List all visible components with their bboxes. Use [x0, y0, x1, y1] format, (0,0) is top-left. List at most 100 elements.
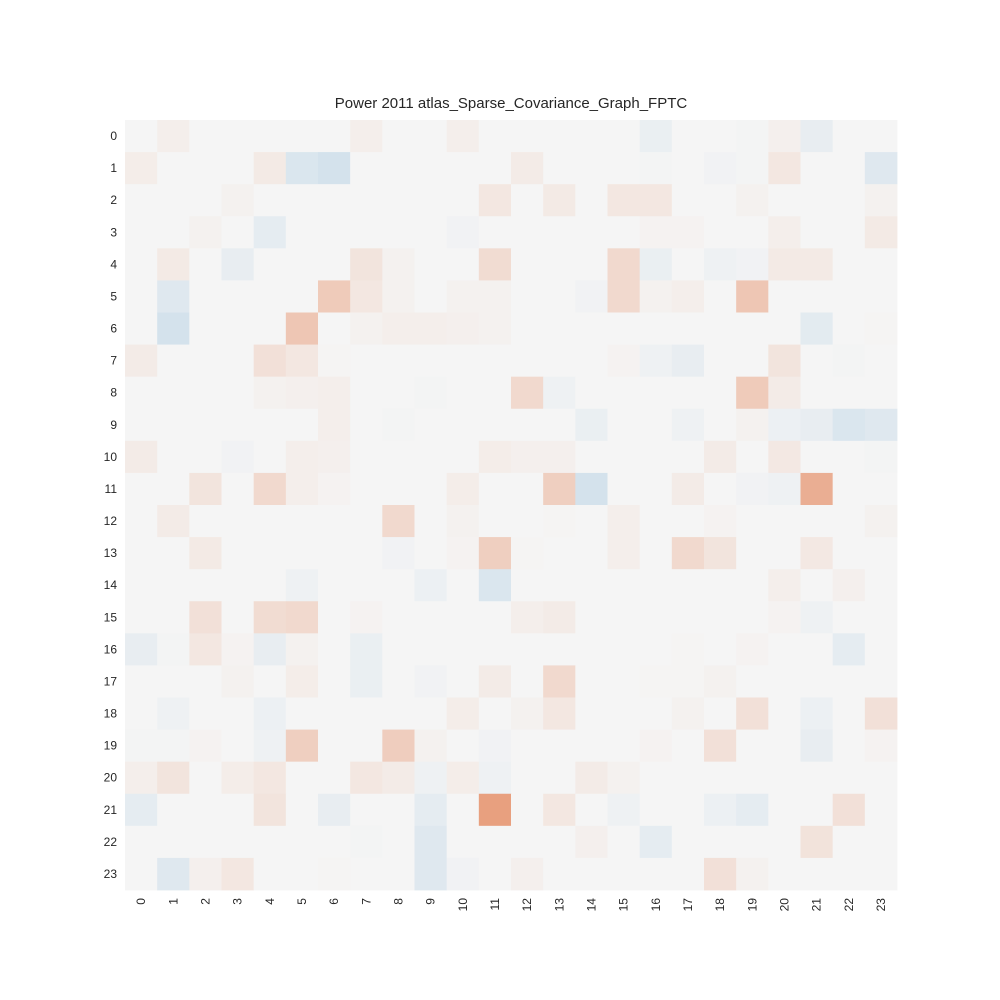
heatmap-cell	[285, 440, 319, 474]
heatmap-cell	[832, 344, 866, 378]
heatmap-cell	[543, 312, 576, 345]
heatmap-cell	[478, 408, 512, 442]
heatmap-cell	[285, 505, 319, 538]
heatmap-cell	[478, 248, 512, 281]
x-tick-labels: 0 1 2 3 4 5 6 7 8 9 10 11 12 13 14 15 16 17 18 19 20 21 22 23	[134, 898, 888, 912]
heatmap-cell	[125, 408, 158, 442]
heatmap-cell	[543, 537, 576, 570]
heatmap-cell	[864, 408, 898, 442]
heatmap-cell	[125, 376, 158, 410]
heatmap-cell	[543, 120, 576, 153]
heatmap-cell	[671, 216, 705, 249]
heatmap-cell	[414, 665, 448, 698]
heatmap-cell	[832, 537, 866, 570]
heatmap-cell	[318, 280, 351, 313]
heatmap-cell	[832, 569, 866, 602]
x-tick-label: 4	[263, 898, 277, 905]
heatmap-cell	[768, 793, 801, 827]
heatmap-cell	[253, 761, 287, 795]
heatmap-cell	[414, 729, 448, 763]
heatmap-cell	[639, 537, 673, 570]
x-tick-label: 2	[198, 898, 212, 905]
heatmap-cell	[414, 633, 448, 666]
heatmap-cell	[575, 376, 608, 410]
heatmap-cell	[639, 440, 673, 474]
heatmap-cell	[511, 537, 544, 570]
heatmap-cell	[318, 376, 351, 410]
heatmap-cell	[414, 569, 448, 602]
heatmap-cell	[768, 537, 801, 570]
heatmap-cell	[511, 440, 544, 474]
heatmap-cell	[639, 248, 673, 281]
heatmap-cell	[157, 601, 190, 634]
heatmap-cell	[864, 601, 898, 634]
heatmap-cell	[318, 697, 351, 730]
heatmap-cell	[639, 120, 673, 153]
heatmap-cell	[189, 601, 222, 634]
heatmap-cell	[639, 408, 673, 442]
heatmap-cell	[864, 761, 898, 795]
heatmap-cell	[125, 665, 158, 698]
heatmap-cell	[414, 505, 448, 538]
heatmap-cell	[157, 312, 190, 345]
heatmap-cell	[543, 505, 576, 538]
heatmap-cell	[543, 440, 576, 474]
heatmap-cell	[125, 537, 158, 570]
heatmap-cell	[639, 825, 673, 859]
heatmap-cell	[671, 825, 705, 859]
heatmap-cell	[639, 472, 673, 506]
heatmap-cell	[800, 472, 834, 506]
heatmap-cell	[478, 729, 512, 763]
heatmap-cell	[382, 344, 415, 378]
heatmap-cell	[864, 793, 898, 827]
heatmap-cell	[125, 280, 158, 313]
heatmap-cell	[704, 184, 737, 217]
heatmap-cell	[446, 344, 480, 378]
x-tick-label: 23	[874, 898, 888, 912]
heatmap-cell	[639, 376, 673, 410]
heatmap-cell	[382, 633, 415, 666]
heatmap-cell	[285, 408, 319, 442]
heatmap-cell	[575, 729, 608, 763]
heatmap-cell	[704, 216, 737, 249]
heatmap-cell	[607, 569, 641, 602]
heatmap-cell	[414, 601, 448, 634]
heatmap-cell	[639, 216, 673, 249]
heatmap-cell	[189, 344, 222, 378]
heatmap-cell	[157, 344, 190, 378]
heatmap-cell	[318, 440, 351, 474]
heatmap-cell	[607, 825, 641, 859]
heatmap-cell	[221, 120, 255, 153]
x-tick-label: 1	[166, 898, 180, 905]
heatmap-cell	[446, 537, 480, 570]
heatmap-cell	[382, 120, 415, 153]
heatmap-cell	[414, 376, 448, 410]
heatmap-cell	[832, 729, 866, 763]
heatmap-cell	[607, 665, 641, 698]
heatmap-cell	[543, 665, 576, 698]
heatmap-cell	[478, 280, 512, 313]
heatmap-cell	[768, 312, 801, 345]
heatmap-cell	[607, 601, 641, 634]
heatmap-cell	[575, 793, 608, 827]
heatmap-cell	[511, 152, 544, 185]
heatmap-cell	[575, 408, 608, 442]
heatmap-cell	[639, 312, 673, 345]
heatmap-cell	[704, 376, 737, 410]
heatmap-cell	[607, 472, 641, 506]
heatmap-cell	[446, 248, 480, 281]
heatmap-cell	[639, 857, 673, 891]
heatmap-cell	[736, 665, 769, 698]
heatmap-cell	[511, 729, 544, 763]
heatmap-cell	[125, 184, 158, 217]
heatmap-cell	[189, 152, 222, 185]
heatmap-cell	[864, 440, 898, 474]
heatmap-cell	[511, 505, 544, 538]
heatmap-cell	[478, 440, 512, 474]
heatmap-cell	[575, 537, 608, 570]
heatmap-cell	[768, 633, 801, 666]
x-tick-label: 3	[231, 898, 245, 905]
heatmap-cell	[671, 857, 705, 891]
heatmap-cell	[285, 248, 319, 281]
heatmap-cell	[285, 216, 319, 249]
